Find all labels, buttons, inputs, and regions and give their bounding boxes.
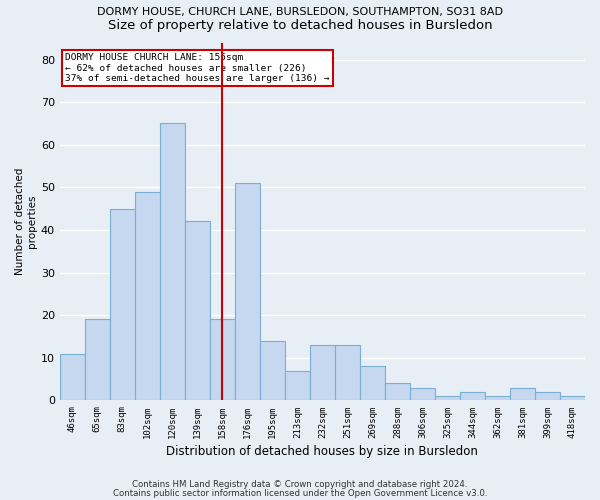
Text: Contains public sector information licensed under the Open Government Licence v3: Contains public sector information licen… (113, 488, 487, 498)
Bar (260, 341, 285, 400)
Bar (135, 192, 160, 400)
Bar (335, 345, 360, 401)
Bar (385, 384, 410, 400)
Bar (510, 388, 535, 400)
Bar (460, 392, 485, 400)
Bar (210, 320, 235, 400)
Bar (435, 396, 460, 400)
Bar (535, 392, 560, 400)
Bar (185, 222, 210, 400)
Bar (285, 370, 310, 400)
Bar (310, 345, 335, 401)
Bar (410, 388, 435, 400)
Text: DORMY HOUSE CHURCH LANE: 155sqm
← 62% of detached houses are smaller (226)
37% o: DORMY HOUSE CHURCH LANE: 155sqm ← 62% of… (65, 53, 329, 83)
X-axis label: Distribution of detached houses by size in Bursledon: Distribution of detached houses by size … (166, 444, 478, 458)
Bar (85, 320, 110, 400)
Bar (485, 396, 510, 400)
Bar (110, 208, 135, 400)
Text: DORMY HOUSE, CHURCH LANE, BURSLEDON, SOUTHAMPTON, SO31 8AD: DORMY HOUSE, CHURCH LANE, BURSLEDON, SOU… (97, 8, 503, 18)
Bar (560, 396, 585, 400)
Text: Contains HM Land Registry data © Crown copyright and database right 2024.: Contains HM Land Registry data © Crown c… (132, 480, 468, 489)
Bar (360, 366, 385, 400)
Bar (235, 183, 260, 400)
Bar (60, 354, 85, 401)
Bar (160, 124, 185, 400)
Y-axis label: Number of detached
properties: Number of detached properties (15, 168, 37, 275)
Text: Size of property relative to detached houses in Bursledon: Size of property relative to detached ho… (107, 18, 493, 32)
